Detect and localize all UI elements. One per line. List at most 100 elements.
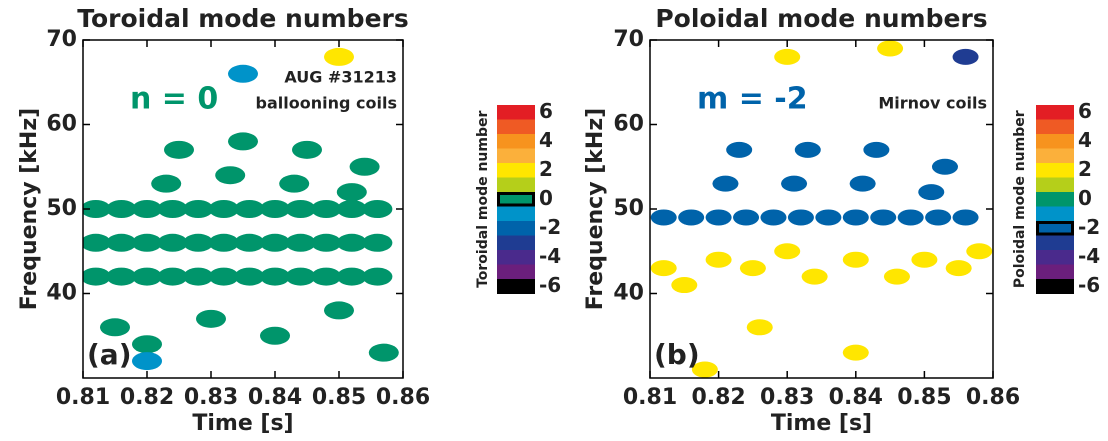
colorbar-tick-label: 0 [539, 186, 553, 210]
mode-region [336, 233, 367, 252]
colorbar-tick-label: -4 [539, 244, 561, 268]
x-tick-label: 0.84 [829, 385, 883, 410]
x-tick-label: 0.86 [376, 385, 430, 410]
mode-region [739, 260, 766, 277]
mode-region [678, 209, 705, 226]
mode-region [311, 267, 342, 286]
mode-region [650, 209, 677, 226]
mode-region [952, 48, 979, 65]
mode-region [132, 352, 162, 371]
panel-label: (b) [654, 338, 700, 371]
x-axis-label: Time [s] [771, 411, 872, 436]
mode-label: m = -2 [697, 82, 808, 117]
mode-region [760, 209, 787, 226]
mode-region [106, 233, 137, 252]
x-tick-label: 0.83 [760, 385, 814, 410]
mode-region [918, 184, 945, 201]
mode-region [228, 132, 258, 151]
x-tick-label: 0.81 [623, 385, 677, 410]
y-tick-label: 70 [46, 27, 77, 52]
y-axis-label: Frequency [kHz] [17, 108, 42, 310]
colorbar-highlight [1036, 221, 1074, 236]
colorbar-tick-label: 2 [1078, 157, 1092, 181]
mode-region [164, 140, 194, 159]
colorbar-level [1036, 279, 1074, 294]
mode-region [931, 158, 958, 175]
chart-title: Toroidal mode numbers [77, 4, 409, 33]
panel-label: (a) [87, 338, 132, 371]
mode-region [234, 200, 265, 218]
mode-region [842, 251, 869, 268]
mode-region [815, 209, 842, 226]
x-tick-label: 0.83 [184, 385, 238, 410]
mode-region [208, 267, 239, 286]
colorbar-level [1036, 134, 1074, 149]
colorbar-level [1036, 206, 1074, 222]
mode-region [157, 267, 188, 286]
mode-region [215, 166, 246, 185]
colorbar-level [497, 134, 535, 149]
chart-title: Poloidal mode numbers [655, 4, 987, 33]
mode-region [877, 40, 904, 57]
mode-region [324, 301, 354, 320]
x-tick-label: 0.86 [966, 385, 1020, 410]
colorbar-tick-label: 6 [539, 99, 553, 123]
mode-region [691, 361, 718, 378]
colorbar-level [497, 163, 535, 178]
mode-region [883, 268, 910, 285]
x-tick-label: 0.82 [120, 385, 174, 410]
mode-region [336, 183, 367, 202]
mode-region [712, 175, 739, 192]
mode-region [726, 141, 753, 158]
mode-region [705, 209, 732, 226]
mode-region [336, 267, 367, 286]
colorbar-level [497, 279, 535, 294]
mode-region [228, 64, 258, 83]
mode-region [781, 175, 808, 192]
x-tick-label: 0.84 [248, 385, 302, 410]
y-tick-label: 40 [613, 281, 644, 306]
colorbar-level [1036, 177, 1074, 193]
mode-region [774, 243, 801, 260]
mode-region [260, 200, 290, 218]
mode-region [83, 267, 111, 286]
mode-region [157, 200, 188, 218]
mode-region [260, 267, 290, 286]
colorbar-tick-label: 0 [1078, 186, 1092, 210]
mode-region [925, 209, 952, 226]
mode-region [849, 175, 876, 192]
colorbar-level [497, 177, 535, 193]
colorbar-level [1036, 119, 1074, 135]
colorbar-label: Poloidal mode number [1012, 110, 1028, 288]
colorbar-tick-label: -4 [1078, 244, 1100, 268]
mode-region [842, 344, 869, 361]
mode-region [705, 251, 732, 268]
colorbar-level [1036, 235, 1074, 251]
y-tick-label: 60 [613, 112, 644, 137]
mode-region [952, 209, 979, 226]
x-tick-label: 0.82 [691, 385, 745, 410]
mode-region [311, 233, 342, 252]
colorbar-level [497, 148, 535, 164]
y-tick-label: 60 [46, 112, 77, 137]
colorbar-level [1036, 250, 1074, 265]
mode-region [83, 200, 111, 218]
mode-region [362, 200, 393, 218]
colorbar-level [497, 206, 535, 222]
colorbar-level [497, 235, 535, 251]
mode-region [208, 200, 239, 218]
colorbar-tick-label: -2 [539, 215, 561, 239]
mode-region [183, 267, 214, 286]
colorbar-level [1036, 105, 1074, 120]
mode-region [349, 157, 380, 176]
colorbar-level [1036, 192, 1074, 207]
colorbar-level [1036, 163, 1074, 178]
mode-region [863, 141, 890, 158]
colorbar-tick-label: -6 [539, 273, 561, 297]
mode-region [311, 200, 342, 218]
colorbar-tick-label: 2 [539, 157, 553, 181]
mode-region [362, 233, 393, 252]
colorbar-level [497, 250, 535, 265]
colorbar-level [1036, 221, 1074, 236]
